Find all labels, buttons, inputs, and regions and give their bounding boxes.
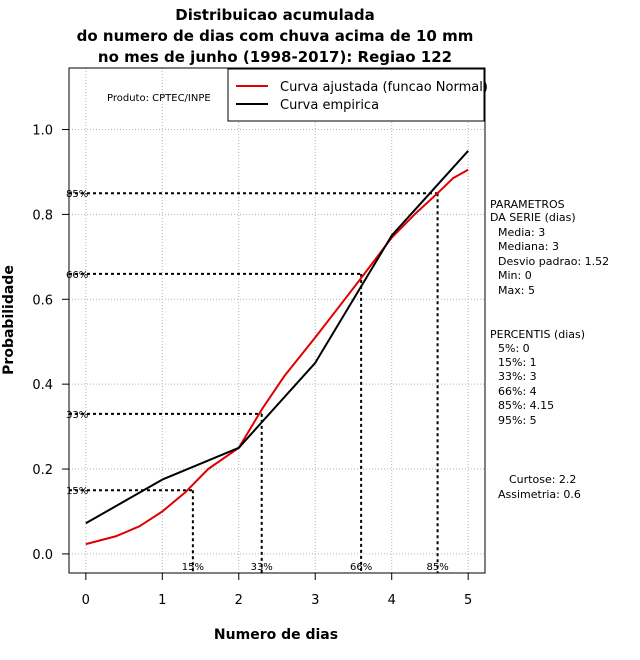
producer-label: Produto: CPTEC/INPE (107, 93, 211, 104)
x-tick-label-4: 4 (388, 593, 396, 608)
percentile-bottom-label-2: 66% (350, 562, 372, 573)
param-desvio: Desvio padrao: 1.52 (498, 255, 609, 268)
x-tick-label-3: 3 (311, 593, 319, 608)
x-tick-label-0: 0 (82, 593, 90, 608)
percentis-title: PERCENTIS (dias) (490, 328, 585, 341)
percentile-guides: 15% 15% 33% 33% 66% 66% 85% 85% (66, 189, 449, 573)
y-tick-label-1: 0.2 (32, 463, 53, 478)
chart-title-line-2: do numero de dias com chuva acima de 10 … (77, 27, 474, 45)
param-min: Min: 0 (498, 269, 532, 282)
series-line-1 (85, 150, 469, 525)
percentil-66: 66%: 4 (498, 385, 537, 398)
percentile-left-label-3: 85% (66, 189, 88, 200)
plot-frame (68, 67, 486, 574)
x-tick-label-2: 2 (235, 593, 243, 608)
x-tick-label-5: 5 (464, 593, 472, 608)
y-tick-label-4: 0.8 (32, 208, 53, 223)
percentil-85: 85%: 4.15 (498, 399, 554, 412)
param-max: Max: 5 (498, 284, 535, 297)
y-axis-title: Probabilidade (1, 265, 17, 375)
percentil-15: 15%: 1 (498, 356, 537, 369)
percentil-95: 95%: 5 (498, 414, 537, 427)
x-axis-title: Numero de dias (214, 627, 338, 643)
y-tick-label-0: 0.0 (32, 548, 53, 563)
parametros-title-2: DA SERIE (dias) (490, 211, 576, 224)
percentile-bottom-label-3: 85% (426, 562, 448, 573)
percentile-left-label-0: 15% (66, 486, 88, 497)
chart-title-line-3: no mes de junho (1998-2017): Regiao 122 (98, 48, 452, 66)
series-lines (85, 150, 469, 546)
param-media: Media: 3 (498, 226, 545, 239)
percentil-33: 33%: 3 (498, 370, 537, 383)
percentile-bottom-label-1: 33% (251, 562, 273, 573)
y-tick-label-3: 0.6 (32, 293, 53, 308)
percentile-bottom-label-0: 15% (182, 562, 204, 573)
percentile-left-label-1: 33% (66, 410, 88, 421)
legend-box (227, 68, 485, 122)
percentile-left-label-2: 66% (66, 270, 88, 281)
legend-label-empirical: Curva empirica (280, 98, 379, 113)
param-mediana: Mediana: 3 (498, 240, 559, 253)
assimetria: Assimetria: 0.6 (498, 488, 581, 501)
series-line-0 (85, 168, 469, 546)
x-tick-label-1: 1 (158, 593, 166, 608)
curtose: Curtose: 2.2 (509, 473, 576, 486)
parametros-title-1: PARAMETROS (490, 198, 565, 211)
y-tick-label-5: 1.0 (32, 124, 53, 139)
chart-title-line-1: Distribuicao acumulada (175, 6, 374, 24)
percentil-5: 5%: 0 (498, 342, 530, 355)
legend-label-fitted: Curva ajustada (funcao Normal) (280, 80, 488, 95)
statistics-panel: PARAMETROS DA SERIE (dias) Media: 3 Medi… (490, 198, 609, 501)
y-tick-label-2: 0.4 (32, 378, 53, 393)
axes: 0 1 2 3 4 5 0.0 0.2 0.4 0.6 0.8 1.0 (32, 124, 472, 608)
legend: Curva ajustada (funcao Normal) Curva emp… (227, 68, 488, 122)
